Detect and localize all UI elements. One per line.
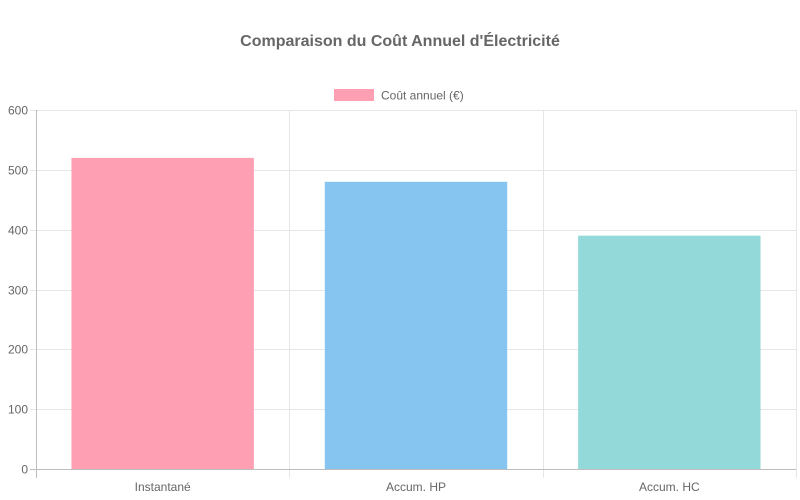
y-tick-label: 100 [8,403,28,417]
y-tick-label: 200 [8,343,28,357]
legend[interactable]: Coût annuel (€) [334,89,464,103]
y-tick-label: 0 [21,463,28,477]
y-tick-label: 500 [8,164,28,178]
y-tick-label: 300 [8,284,28,298]
tick-labels: 0 100 200 300 400 500 600 Instantané Accum. HP Ac… [8,104,700,495]
x-tick-label: Accum. HP [386,480,446,494]
y-tick-label: 400 [8,224,28,238]
axes [30,110,796,478]
x-tick-label: Accum. HC [639,480,700,494]
y-tick-label: 600 [8,104,28,118]
chart-title: Comparaison du Coût Annuel d'Électricité [240,31,560,50]
bar-0[interactable] [71,157,254,469]
x-tick-label: Instantané [135,480,191,494]
legend-swatch [334,89,374,101]
legend-label: Coût annuel (€) [381,89,464,103]
bar-2[interactable] [578,235,761,469]
bars [71,157,761,470]
bar-1[interactable] [324,181,508,470]
